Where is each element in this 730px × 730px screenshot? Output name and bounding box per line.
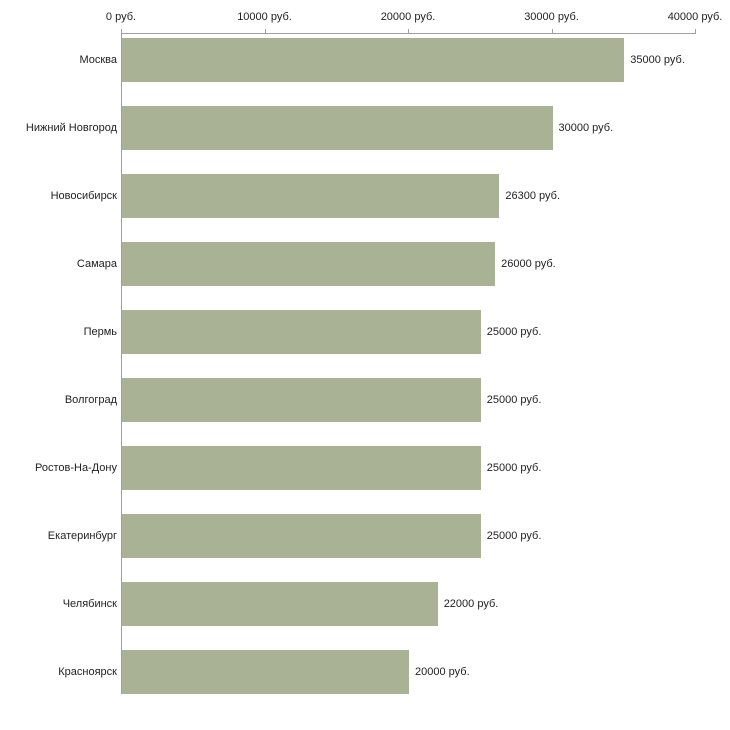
- value-label: 25000 руб.: [486, 326, 542, 338]
- y-axis-line: [121, 33, 122, 694]
- bar-row: Нижний Новгород 30000 руб.: [0, 106, 730, 150]
- bar: [122, 106, 553, 150]
- bar-row: Ростов-На-Дону 25000 руб.: [0, 446, 730, 490]
- bar: [122, 174, 500, 218]
- value-label: 35000 руб.: [630, 54, 685, 66]
- category-label: Нижний Новгород: [25, 122, 117, 134]
- bar: [122, 378, 481, 422]
- x-tick-mark: [551, 29, 553, 33]
- x-tick-label: 0 руб.: [105, 11, 137, 23]
- bar-row: Екатеринбург 25000 руб.: [0, 514, 730, 558]
- category-label: Самара: [76, 258, 117, 270]
- bar: [122, 582, 438, 626]
- value-label: 22000 руб.: [443, 598, 499, 610]
- category-label: Челябинск: [62, 598, 117, 610]
- x-tick-mark: [408, 29, 409, 33]
- bar-row: Пермь 25000 руб.: [0, 310, 730, 354]
- category-label: Волгоград: [64, 394, 117, 406]
- bar-row: Челябинск 22000 руб.: [0, 582, 730, 626]
- value-label: 20000 руб.: [415, 666, 470, 678]
- value-label: 25000 руб.: [486, 530, 542, 542]
- bar-row: Москва 35000 руб.: [0, 38, 730, 82]
- category-label: Новосибирск: [50, 190, 117, 202]
- bar: [122, 38, 625, 82]
- x-tick-label: 10000 руб.: [237, 11, 292, 23]
- category-label: Екатеринбург: [47, 530, 117, 542]
- bar: [122, 310, 481, 354]
- bar-row: Красноярск 20000 руб.: [0, 650, 730, 694]
- x-tick-label: 40000 руб.: [667, 11, 723, 23]
- value-label: 25000 руб.: [486, 394, 542, 406]
- value-label: 30000 руб.: [558, 122, 614, 134]
- x-tick-mark: [695, 29, 696, 33]
- category-label: Пермь: [83, 326, 117, 338]
- value-label: 26000 руб.: [501, 258, 556, 270]
- x-tick-label: 30000 руб.: [524, 11, 579, 23]
- bar-row: Новосибирск 26300 руб.: [0, 174, 730, 218]
- x-tick-mark: [121, 29, 122, 33]
- bar-row: Волгоград 25000 руб.: [0, 378, 730, 422]
- category-label: Красноярск: [58, 666, 117, 678]
- bar: [122, 242, 496, 286]
- category-label: Москва: [79, 54, 117, 66]
- bar: [122, 650, 409, 694]
- x-tick-label: 20000 руб.: [380, 11, 436, 23]
- bar-row: Самара 26000 руб.: [0, 242, 730, 286]
- x-tick-mark: [264, 29, 266, 33]
- value-label: 26300 руб.: [505, 190, 561, 202]
- x-axis-line: [121, 33, 696, 34]
- value-label: 25000 руб.: [486, 462, 542, 474]
- category-label: Ростов-На-Дону: [34, 462, 117, 474]
- bar: [122, 446, 481, 490]
- bar: [122, 514, 481, 558]
